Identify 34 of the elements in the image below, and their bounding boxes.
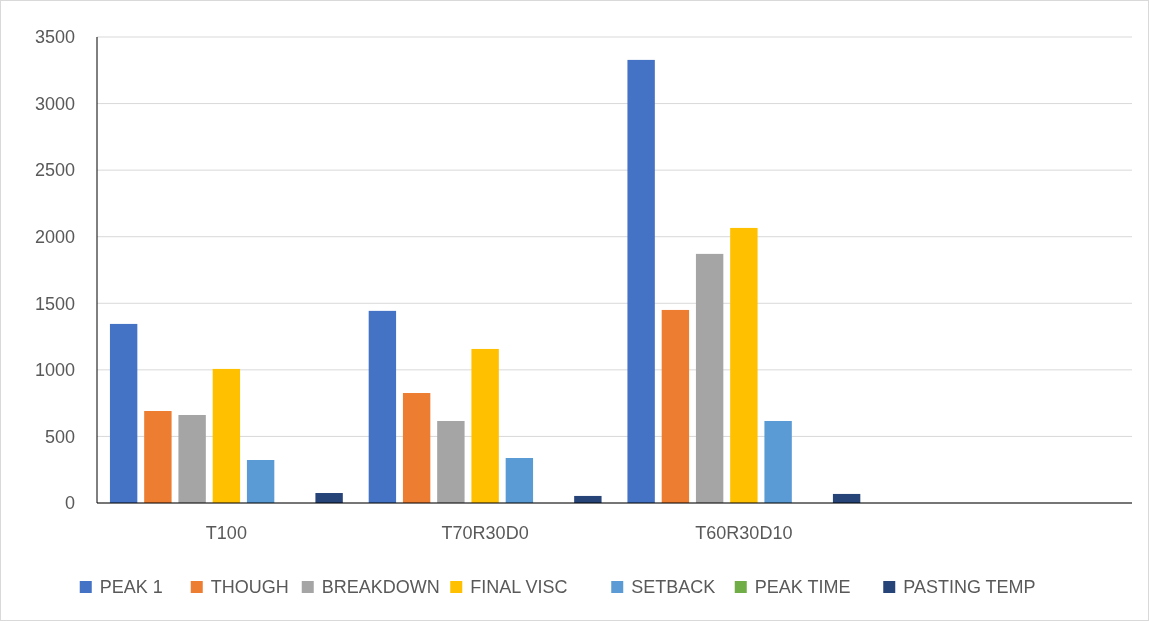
bar — [471, 348, 499, 503]
bar — [402, 393, 431, 503]
legend-label: BREAKDOWN — [321, 577, 440, 598]
x-tick-label: T70R30D0 — [441, 523, 529, 543]
bar — [437, 420, 465, 503]
legend-label: PASTING TEMP — [903, 577, 1036, 598]
bar — [661, 309, 690, 503]
bar — [505, 458, 534, 503]
bar — [178, 414, 206, 503]
y-tick-label: 1500 — [34, 293, 75, 314]
y-tick-label: 0 — [64, 493, 75, 514]
bar — [315, 493, 343, 503]
legend-label: PEAK TIME — [754, 577, 851, 598]
bar — [368, 310, 397, 503]
y-tick-label: 3500 — [34, 27, 75, 48]
bar — [246, 460, 275, 503]
bar — [212, 368, 241, 503]
y-tick-label: 500 — [44, 426, 75, 447]
bar — [144, 411, 172, 503]
x-tick-label: T100 — [205, 523, 247, 543]
bar — [627, 59, 655, 503]
legend-label: THOUGH — [210, 577, 289, 598]
legend-label: PEAK 1 — [99, 577, 163, 598]
y-tick-label: 2000 — [34, 227, 75, 248]
bar — [109, 323, 138, 503]
y-tick-label: 2500 — [34, 160, 75, 181]
bar — [764, 420, 792, 503]
x-tick-label: T60R30D10 — [695, 523, 793, 543]
bar — [695, 253, 724, 503]
y-tick-label: 3000 — [34, 93, 75, 114]
y-tick-label: 1000 — [34, 360, 75, 381]
legend-label: FINAL VISC — [470, 577, 568, 598]
bar — [730, 227, 758, 503]
legend-label: SETBACK — [631, 577, 716, 598]
